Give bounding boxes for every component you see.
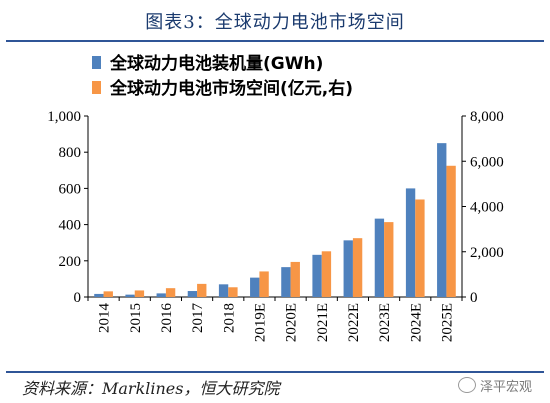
bar-series2 [228,287,238,297]
x-tick-label: 2018 [221,303,237,333]
y-tick-label-right: 0 [470,290,478,306]
y-tick-label-right: 2,000 [470,245,504,261]
x-tick-label: 2020E [284,303,300,342]
bar-series1 [250,277,260,297]
chart: 全球动力电池装机量(GWh) 全球动力电池市场空间(亿元,右) 0 200 400 6… [47,53,504,342]
source-rule [6,371,544,373]
bar-series1 [437,143,447,297]
bar-series1 [94,293,104,297]
source-note: 资料来源：Marklines，恒大研究院 [22,379,280,398]
legend-label-series1: 全球动力电池装机量(GWh) [109,53,323,74]
plot-area: 0 200 400 600 800 1,000 0 2,000 4,000 6,000 8,000 2… [47,109,504,342]
x-tick-label: 2022E [346,303,362,342]
bar-series1 [312,254,322,297]
legend-swatch-series1 [92,56,101,69]
y-tick-label-left: 200 [59,254,82,270]
x-tick-label: 2017 [190,303,206,334]
bar-series1 [187,291,198,297]
bar-series2 [384,222,394,297]
bar-series2 [197,283,207,297]
bar-series1 [218,284,229,297]
x-tick-label: 2014 [97,303,113,334]
bar-series2 [259,271,269,297]
y-tick-label-left: 1,000 [47,109,81,125]
bar-series2 [415,199,425,297]
bar-series1 [405,188,416,297]
x-tick-label: 2015 [128,303,144,333]
bar-series1 [343,240,353,297]
legend-label-series2: 全球动力电池市场空间(亿元,右) [109,78,353,99]
y-tick-label-left: 0 [74,290,82,306]
watermark: 泽平宏观 [457,376,532,395]
wechat-icon [457,377,476,393]
bar-series2 [134,290,145,297]
bar-series1 [374,218,385,297]
bar-series2 [103,291,113,297]
figure-title: 图表3：全球动力电池市场空间 [145,12,405,33]
bar-series2 [321,251,332,297]
x-tick-label: 2025E [439,303,455,342]
legend: 全球动力电池装机量(GWh) 全球动力电池市场空间(亿元,右) [92,53,353,99]
bar-series1 [125,294,135,297]
x-tick-label: 2021E [315,303,331,342]
bar-series2 [290,261,300,297]
y-tick-label-left: 400 [59,218,82,234]
x-tick-label: 2023E [377,303,393,342]
bar-series2 [352,238,363,297]
bar-series1 [281,267,291,297]
y-tick-label-right: 8,000 [470,109,504,125]
bar-series2 [165,288,176,297]
y-tick-label-left: 800 [59,145,82,161]
y-tick-label-right: 4,000 [470,200,504,216]
title-rule [6,40,544,42]
bar-series1 [156,293,166,297]
x-tick-label: 2019E [252,303,268,342]
legend-swatch-series2 [92,81,101,94]
x-tick-label: 2024E [408,303,424,342]
y-tick-label-right: 6,000 [470,154,504,170]
y-tick-label-left: 600 [59,181,82,197]
x-tick-label: 2016 [159,303,175,334]
bar-series2 [446,165,456,297]
watermark-text: 泽平宏观 [479,380,532,395]
